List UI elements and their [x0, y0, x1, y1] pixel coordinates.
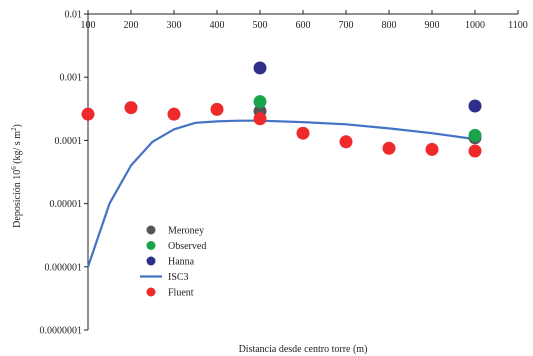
y-axis-title-unit: (kg/ s m [12, 131, 23, 167]
y-tick-label: 0.0001 [55, 136, 83, 147]
data-point-fluent [81, 107, 95, 121]
data-point-fluent [296, 126, 310, 140]
x-tick-label: 800 [382, 20, 397, 31]
y-axis-title-exponent: 6 [10, 166, 18, 170]
x-tick-label: 900 [425, 20, 440, 31]
data-point-observed [253, 95, 267, 109]
x-tick-label: 700 [339, 20, 354, 31]
x-tick-label: 500 [253, 20, 268, 31]
data-point-fluent [339, 135, 353, 149]
y-axis-title-close: ) [12, 124, 23, 127]
x-tick-label: 300 [167, 20, 182, 31]
plot-marks [81, 61, 482, 268]
legend-swatch-hanna [146, 256, 156, 266]
data-point-fluent [210, 102, 224, 116]
data-point-observed [468, 128, 482, 142]
legend: Meroney Observed Hanna ISC3 Fluent [140, 225, 206, 299]
data-point-fluent [382, 141, 396, 155]
x-axis-title: Distancia desde centro torre (m) [239, 344, 368, 355]
y-tick-label: 0.01 [65, 10, 83, 21]
series-line-isc3 [86, 119, 476, 268]
x-tick-label: 1000 [465, 20, 485, 31]
legend-label-meroney: Meroney [168, 226, 204, 237]
x-tick-label: 200 [124, 20, 139, 31]
legend-label-hanna: Hanna [168, 257, 195, 268]
y-tick-label: 0.000001 [45, 262, 83, 273]
y-tick-label: 0.00001 [50, 199, 83, 210]
y-tick-label: 0.0000001 [40, 326, 83, 337]
data-point-hanna [468, 99, 482, 113]
data-point-fluent [124, 101, 138, 115]
y-axis-title-main: Deposición 10 [12, 170, 23, 228]
legend-swatch-fluent [146, 287, 156, 297]
legend-label-fluent: Fluent [168, 288, 194, 299]
y-tick-label: 0.001 [60, 73, 83, 84]
legend-swatch-observed [146, 241, 156, 250]
data-point-hanna [253, 61, 267, 75]
y-axis-title: Deposición 106 (kg/ s m2) [10, 124, 23, 228]
data-point-fluent [167, 107, 181, 121]
legend-swatch-meroney [146, 225, 156, 235]
x-tick-label: 600 [296, 20, 311, 31]
data-point-fluent [253, 112, 267, 126]
legend-label-isc3: ISC3 [168, 272, 189, 283]
y-axis-title-unit-exponent: 2 [10, 127, 18, 131]
x-tick-label: 1100 [508, 20, 528, 31]
axes: 100 200 300 400 500 600 700 800 900 1000 1100 0.01 0… [40, 10, 528, 337]
legend-label-observed: Observed [168, 241, 206, 252]
data-point-fluent [468, 144, 482, 158]
x-tick-label: 100 [81, 20, 96, 31]
data-point-fluent [425, 142, 439, 156]
x-tick-label: 400 [210, 20, 225, 31]
